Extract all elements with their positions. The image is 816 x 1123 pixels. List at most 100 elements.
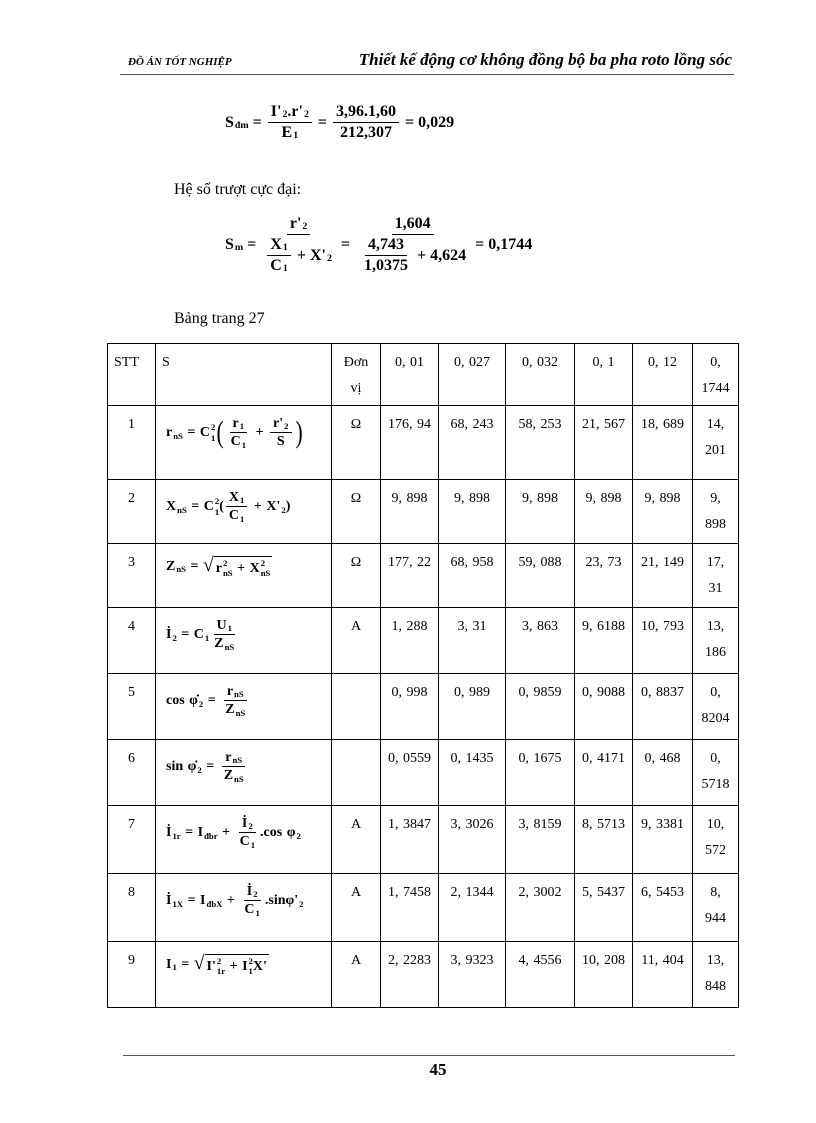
formula-text: . <box>287 103 292 120</box>
denominator: 212,307 <box>337 123 395 142</box>
row-value: 2, 1344 <box>438 873 506 942</box>
numerator: 3,96.1,60 <box>333 103 400 123</box>
header-right-title: Thiết kế động cơ không đồng bộ ba pha ro… <box>358 50 732 69</box>
formula-text: = <box>186 499 204 515</box>
symbol-base: r' <box>273 416 284 431</box>
superscript: 2 <box>222 557 228 568</box>
symbol: r nS <box>225 750 242 765</box>
subscript: 1 <box>255 907 260 918</box>
formula-group: I' 2. r' 2 <box>271 103 309 121</box>
subscript: 2 <box>172 632 177 643</box>
subscript: nS <box>234 689 244 700</box>
superscript: 2 <box>214 496 220 507</box>
symbol-base: X' <box>266 499 281 515</box>
row-value: 1, 7458 <box>380 873 439 942</box>
numerator: r' 2 <box>286 215 311 235</box>
row-value: 17, 31 <box>692 543 739 608</box>
subscript: 1 <box>241 439 247 450</box>
subscript: 1 <box>214 506 220 517</box>
row-value: 0, 5718 <box>692 739 739 806</box>
symbol-base: C <box>270 257 282 274</box>
formula-group: S <box>277 434 285 449</box>
row-value: 9, 898 <box>692 479 739 544</box>
row-unit <box>331 739 381 806</box>
symbol-scripts: 2 <box>296 826 300 841</box>
formula-text: = <box>186 559 203 574</box>
symbol-base: İ <box>241 816 248 831</box>
symbol-base: I <box>242 958 248 974</box>
symbol-base: Z <box>214 636 224 652</box>
row-value: 6, 5453 <box>632 873 693 942</box>
square-root: √ r 2 nS + X 2 nS <box>203 555 273 578</box>
symbol: İ 1r <box>166 825 181 840</box>
fraction: 3,96.1,60 212,307 <box>333 103 400 142</box>
row-value: 0, 0559 <box>380 739 439 806</box>
header-s-value: 0, 12 <box>632 343 693 406</box>
subscript: nS <box>232 755 243 766</box>
subscript: 1 <box>204 632 210 643</box>
symbol-scripts: 2 <box>248 816 252 831</box>
subscript: đbr <box>204 830 218 841</box>
formula-text: = <box>336 236 355 253</box>
symbol-scripts: 2 <box>327 248 332 264</box>
row-value: 9, 6188 <box>574 607 633 674</box>
row-value: 9, 898 <box>380 479 439 544</box>
numerator: I' 2. r' 2 <box>267 103 312 123</box>
symbol-scripts: 2 <box>199 694 203 709</box>
symbol-base: E <box>281 124 293 141</box>
denominator: 1,0375 <box>361 256 411 275</box>
row-value: 9, 898 <box>574 479 633 544</box>
symbol: φ' 2 <box>286 893 304 908</box>
formula-group: r 2 nS + X 2 nS <box>215 557 271 578</box>
row-value: 8, 5713 <box>574 805 633 874</box>
superscript: 2 <box>248 955 253 966</box>
formula-text: ) <box>285 499 291 515</box>
symbol-scripts: nS <box>177 500 187 515</box>
subscript: 2 <box>296 830 301 841</box>
header-s: S <box>155 343 332 406</box>
subscript: nS <box>235 707 246 718</box>
header-s-value: 0, 1 <box>574 343 633 406</box>
formula-text: + 4,624 <box>413 246 467 264</box>
formula-text: 1,0375 <box>364 257 409 274</box>
formula-group: 4,743 1,0375 + 4,624 <box>359 236 466 275</box>
symbol-base: X <box>270 236 282 253</box>
symbol: r nS <box>227 684 244 699</box>
page-number: 45 <box>429 1060 447 1079</box>
subscript: 1 <box>172 962 177 973</box>
row-value: 0, 9859 <box>505 673 575 740</box>
radicand: I' 2 1r + I 2 1 X' <box>204 953 269 976</box>
row-value: 9, 3381 <box>632 805 693 874</box>
subscript: 2 <box>282 109 288 121</box>
symbol-base: r <box>215 560 222 576</box>
symbol-base: C <box>193 627 204 643</box>
superscript: 2 <box>216 955 222 966</box>
subscript: 2 <box>299 898 304 909</box>
